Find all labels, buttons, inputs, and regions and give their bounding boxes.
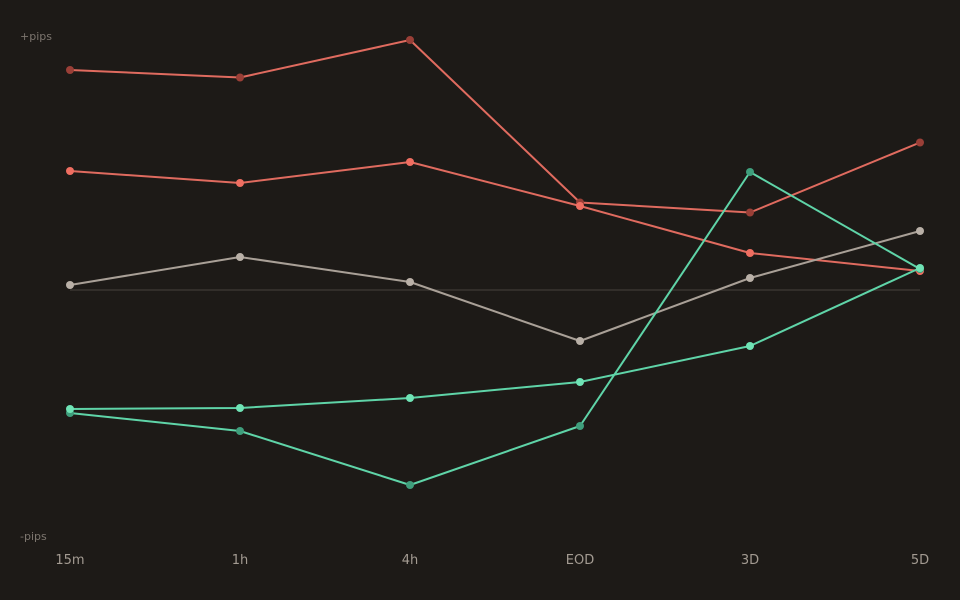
series-1-line [69,39,921,214]
series-2-point [236,179,244,187]
series-4-point [746,168,754,176]
series-5-point [66,405,74,413]
y-top-label: +pips [20,30,52,43]
series-1-point [66,66,74,74]
series-4-point [236,427,244,435]
series-2-point [746,249,754,257]
series-5-point [406,394,414,402]
series-1-point [916,138,924,147]
series-3-point [576,337,584,345]
series-4-line [69,171,921,486]
series-4 [66,168,924,489]
y-bottom-label: -pips [20,530,47,543]
series-layer [66,36,924,489]
series-1 [66,36,924,217]
series-3-line [69,230,921,342]
series-3 [66,227,924,345]
series-2-point [576,202,584,210]
series-3-point [236,253,244,261]
series-3-point [406,278,414,286]
series-5 [66,264,924,413]
series-5-point [916,264,924,272]
series-3-point [66,281,74,289]
series-2-point [66,167,74,175]
series-3-point [746,274,754,282]
series-5-point [746,342,754,350]
x-tick-label: 3D [741,553,759,568]
series-3-point [916,227,924,235]
series-2 [66,158,924,275]
series-4-point [576,422,584,430]
series-1-point [236,73,244,82]
series-5-line [69,267,921,410]
series-5-point [236,404,244,412]
x-tick-label: 1h [232,553,249,568]
series-1-point [406,36,414,44]
series-2-line [69,161,921,272]
x-tick-label: 15m [55,553,84,568]
series-4-point [406,481,414,489]
series-2-point [406,158,414,166]
series-1-point [746,208,754,217]
series-5-point [576,378,584,386]
x-tick-label: EOD [566,553,594,568]
x-tick-label: 4h [402,553,419,568]
x-axis-ticks: 15m 1h 4h EOD 3D 5D [55,553,929,568]
x-tick-label: 5D [911,553,929,568]
